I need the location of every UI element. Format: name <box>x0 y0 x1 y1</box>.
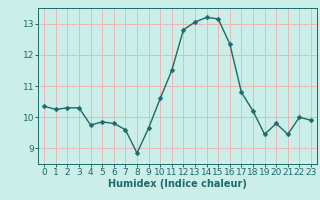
X-axis label: Humidex (Indice chaleur): Humidex (Indice chaleur) <box>108 179 247 189</box>
